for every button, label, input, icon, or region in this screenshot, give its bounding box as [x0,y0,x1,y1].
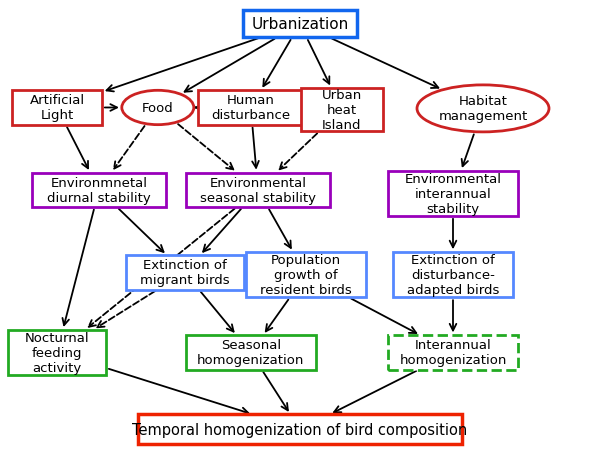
Text: Seasonal
homogenization: Seasonal homogenization [197,339,304,367]
Ellipse shape [417,86,549,133]
Text: Urbanization: Urbanization [251,17,349,32]
FancyBboxPatch shape [8,330,106,375]
Text: Human
disturbance: Human disturbance [211,94,290,122]
Text: Environmnetal
diurnal stability: Environmnetal diurnal stability [47,176,151,204]
FancyBboxPatch shape [126,256,244,290]
Text: Habitat
management: Habitat management [439,95,527,123]
Text: Urban
heat
Island: Urban heat Island [322,89,362,132]
FancyBboxPatch shape [186,336,316,370]
Text: Extinction of
disturbance-
adapted birds: Extinction of disturbance- adapted birds [407,253,499,297]
Text: Population
growth of
resident birds: Population growth of resident birds [260,253,352,297]
FancyBboxPatch shape [393,253,513,298]
Text: Nocturnal
feeding
activity: Nocturnal feeding activity [25,331,89,374]
Text: Extinction of
migrant birds: Extinction of migrant birds [140,259,230,287]
Text: Environmental
seasonal stability: Environmental seasonal stability [200,176,316,204]
FancyBboxPatch shape [198,91,304,125]
Text: Temporal homogenization of bird composition: Temporal homogenization of bird composit… [133,422,467,437]
Text: Food: Food [142,102,173,115]
FancyBboxPatch shape [186,173,330,207]
Text: Environmental
interannual
stability: Environmental interannual stability [404,172,502,216]
FancyBboxPatch shape [388,336,518,370]
FancyBboxPatch shape [246,253,366,298]
FancyBboxPatch shape [243,11,357,38]
Text: Interannual
homogenization: Interannual homogenization [400,339,506,367]
Ellipse shape [122,91,194,125]
FancyBboxPatch shape [138,414,462,444]
FancyBboxPatch shape [388,171,518,216]
FancyBboxPatch shape [301,89,383,132]
Text: Artificial
Light: Artificial Light [29,94,85,122]
FancyBboxPatch shape [12,91,102,125]
FancyBboxPatch shape [32,173,166,207]
